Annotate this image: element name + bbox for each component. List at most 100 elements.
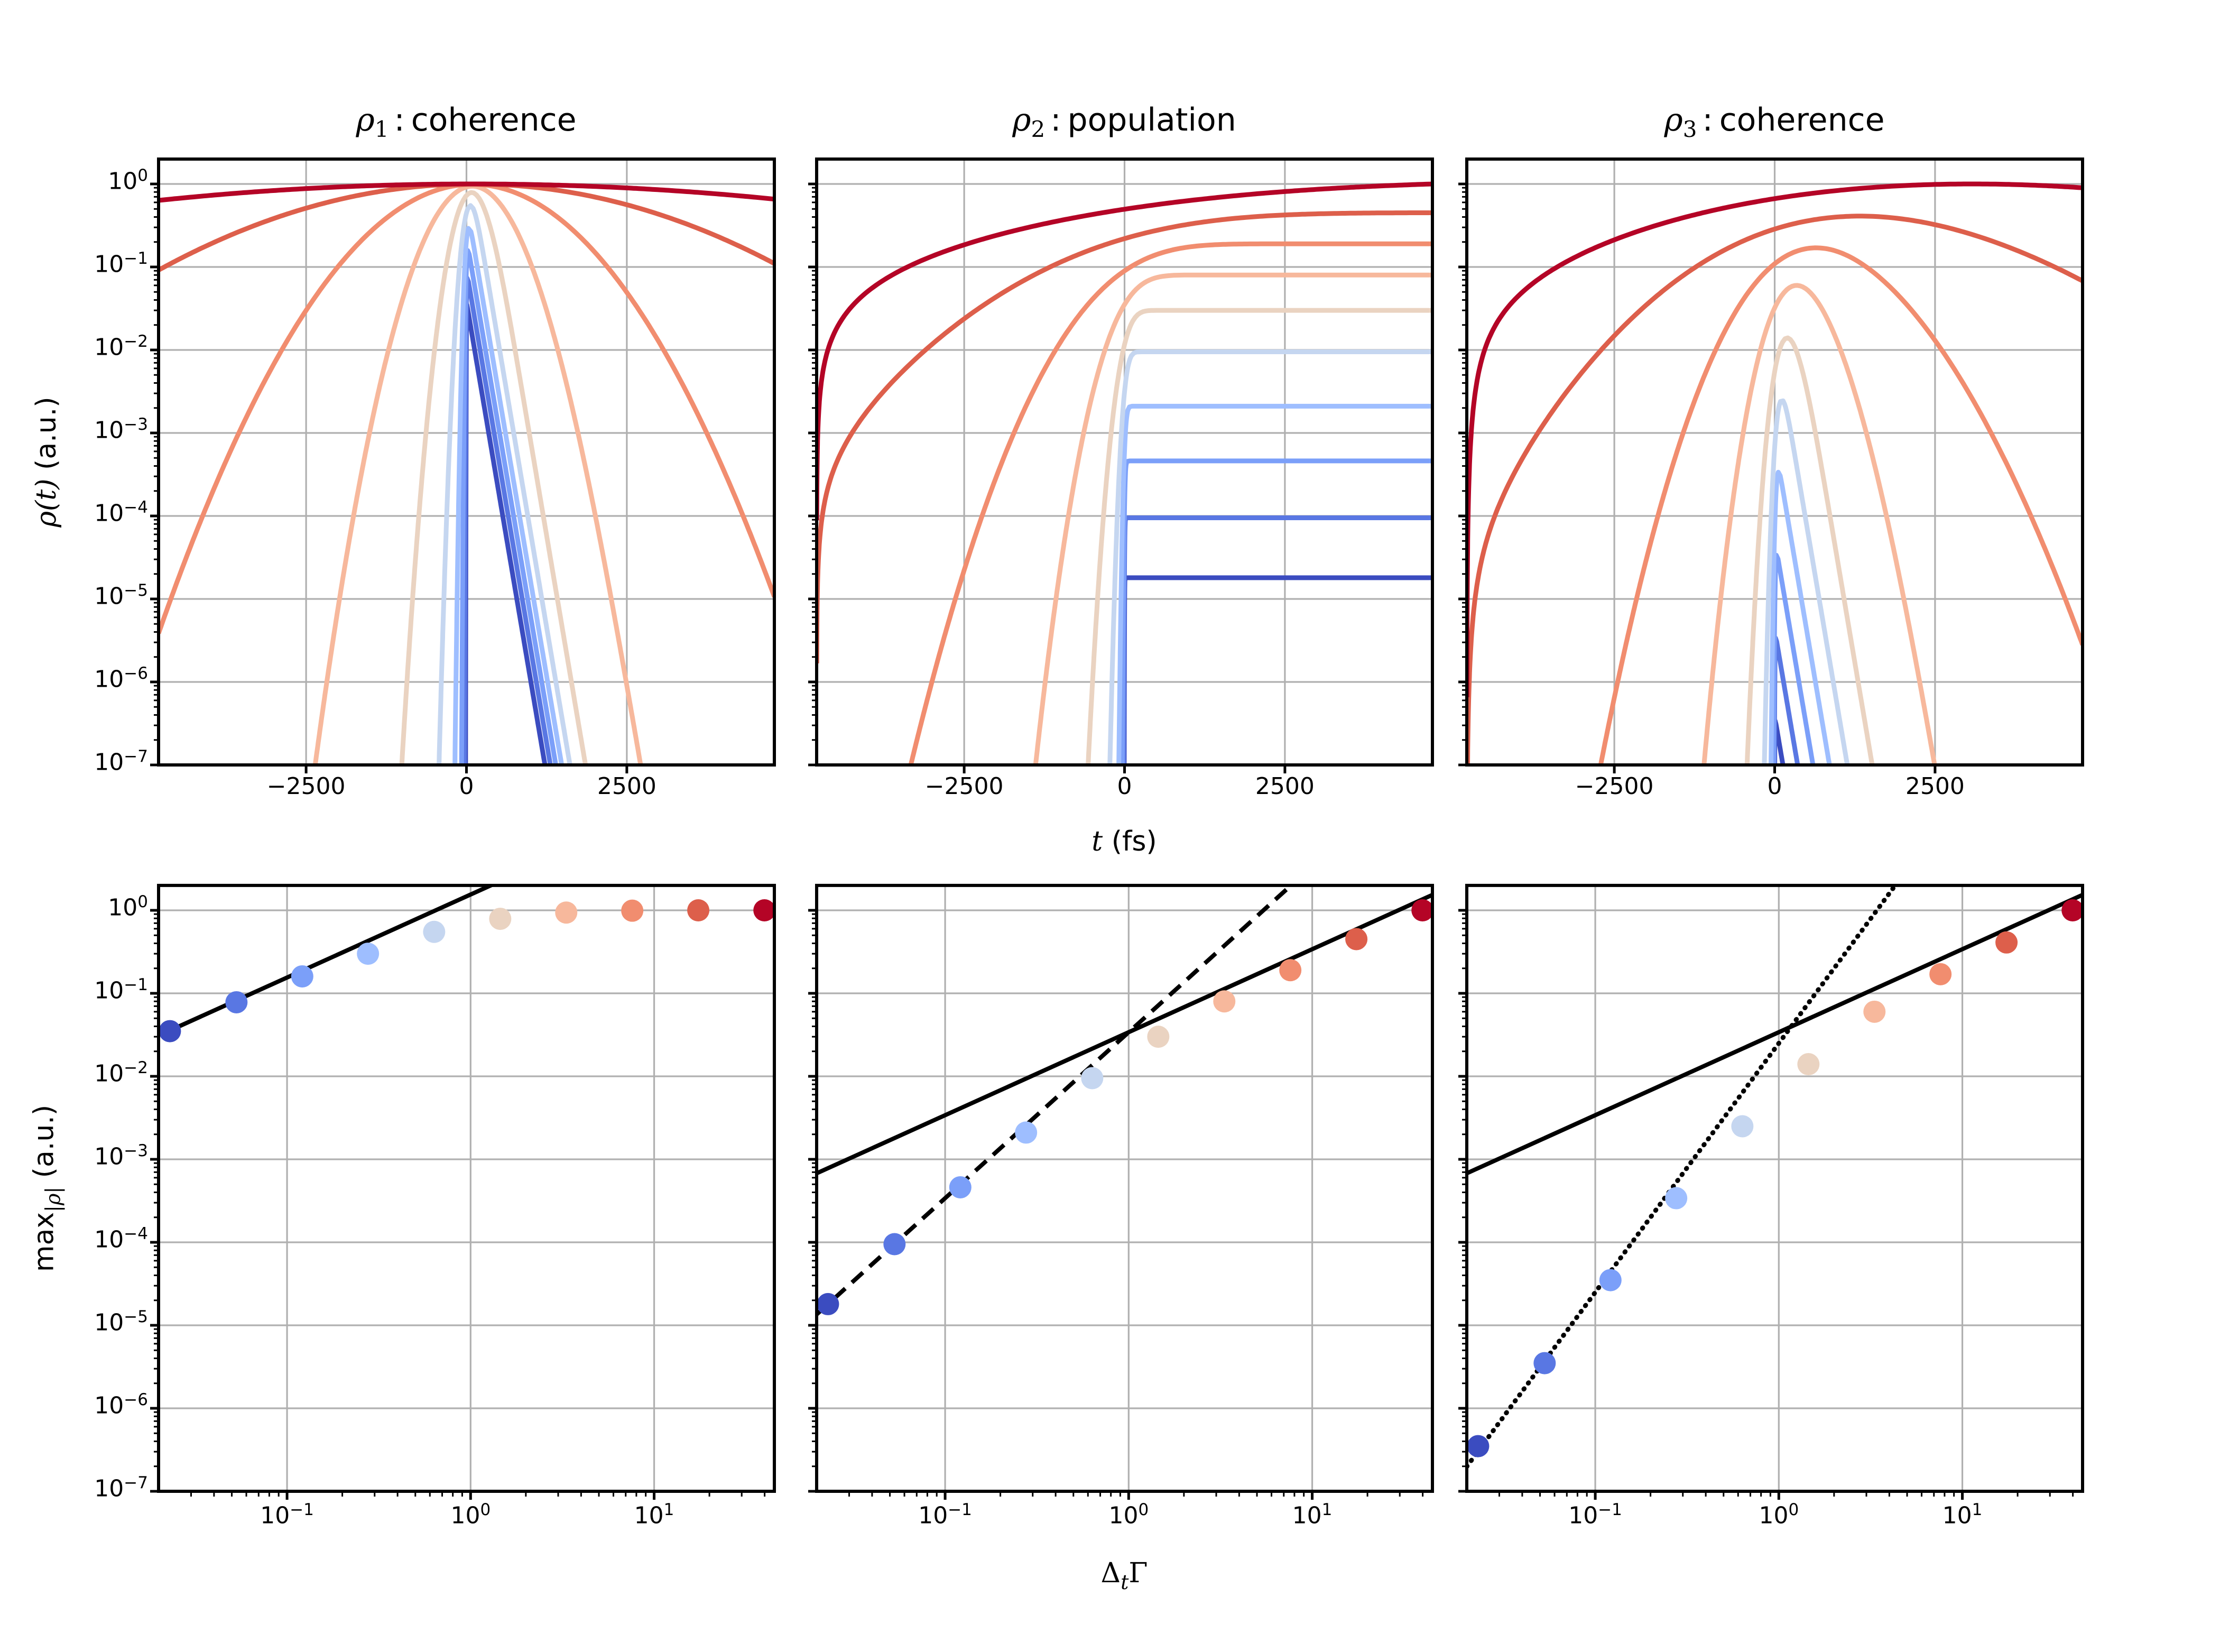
curve-rho3-series-6 [1701,283,1937,765]
scatter-point-rho1-3 [357,943,380,965]
scatter-point-rho2-2 [949,1176,972,1198]
y-tick-label: 10−1 [94,975,148,1004]
x-tick-label: 101 [1942,1500,1983,1529]
curve-rho2-series-1 [1121,515,1432,765]
y-tick-label: 10−7 [94,747,148,776]
panel-scaling-rho3 [1458,883,2084,1500]
y-tick-label: 10−4 [94,498,148,527]
scatter-point-rho1-6 [555,901,578,924]
panel-traces-rho1 [150,157,776,773]
curve-rho1-series-4 [437,203,572,765]
axes-spines [157,157,776,767]
y-tick-label: 100 [108,166,148,195]
scatter-point-rho2-7 [1279,959,1302,982]
x-tick-label: 10−1 [918,1500,972,1529]
axes-spines [815,157,1434,767]
xlabel-units: (fs) [1103,826,1157,857]
rho-symbol: ρ [1664,101,1683,139]
y-tick-label: 10−3 [94,415,148,444]
y-tick-label: 10−2 [94,332,148,361]
y-tick-label: 10−4 [94,1224,148,1253]
x-tick-label: −2500 [1575,773,1654,800]
curve-rho2-series-0 [1122,575,1432,765]
rho-symbol: ρ [356,101,375,139]
curve-rho1-series-0 [463,302,548,765]
scatter-point-rho3-1 [1533,1352,1556,1374]
title-separator: : [1050,101,1061,139]
xlabel-t-sub: t [1121,1571,1129,1594]
curve-rho2-series-4 [1107,349,1432,765]
curve-rho2-series-8 [817,210,1432,663]
title-separator: : [394,101,405,139]
scatter-point-rho3-2 [1599,1269,1622,1291]
scatter-point-rho3-6 [1863,1000,1886,1023]
x-tick-label: 0 [459,773,474,800]
scatter-point-rho3-9 [2061,899,2083,921]
panel3-title: ρ3: coherence [1664,101,1884,142]
rho-subscript: 1 [374,116,389,142]
curve-rho3-series-8 [1467,214,2083,765]
scatter-point-rho2-1 [883,1233,906,1256]
ylabel-units: (a.u.) [28,1104,60,1187]
curve-rho1-series-9 [159,181,774,203]
scatter-point-rho1-5 [489,908,512,930]
curve-rho2-series-5 [1086,308,1432,765]
x-tick-label: 2500 [1255,773,1315,800]
curve-rho1-series-6 [312,183,643,765]
title-separator: : [1702,101,1713,139]
ylabel-rho-sub: |ρ| [41,1186,65,1212]
scatter-point-rho2-9 [1411,899,1432,921]
axes-spines [1465,883,2084,1493]
curve-rho2-series-7 [908,241,1432,765]
scatter-point-rho3-7 [1929,963,1952,985]
y-tick-label: 10−6 [94,1390,148,1419]
y-tick-label: 100 [108,892,148,921]
scatter-point-rho3-3 [1665,1187,1688,1210]
y-tick-label: 10−1 [94,249,148,278]
fit-line-solid [1467,893,2083,1176]
x-tick-label: 10−1 [260,1500,314,1529]
scatter-point-rho2-5 [1147,1026,1170,1048]
curve-rho3-series-4 [1762,398,1850,765]
scatter-point-rho1-9 [753,899,774,921]
x-tick-label: 0 [1117,773,1132,800]
xlabel-t: t [1092,826,1103,857]
curve-rho3-series-5 [1744,335,1875,765]
axes-spines [815,883,1434,1493]
scatter-point-rho2-0 [817,1293,839,1315]
curve-rho2-series-9 [817,181,1432,521]
scatter-point-rho1-7 [621,899,644,922]
title-text: coherence [1719,101,1885,139]
x-tick-label: 101 [1292,1500,1333,1529]
axes-spines [1465,157,2084,767]
x-tick-label: 10−1 [1568,1500,1622,1529]
curve-rho1-series-3 [452,226,565,765]
x-tick-label: −2500 [924,773,1004,800]
panel2-title: ρ2: population [1012,101,1236,142]
x-tick-label: 100 [1759,1500,1799,1529]
curve-rho1-series-5 [399,190,588,765]
ylabel-math: ρ(t) [31,478,62,528]
axes-spines [157,883,776,1493]
x-tick-label: 2500 [597,773,656,800]
scatter-point-rho3-5 [1797,1053,1820,1076]
x-tick-label: −2500 [266,773,346,800]
top-row-xlabel: t (fs) [1092,826,1157,857]
x-tick-label: 101 [634,1500,674,1529]
top-row-ylabel: ρ(t) (a.u.) [31,396,62,527]
xlabel-delta: Δ [1100,1557,1121,1589]
curve-rho3-series-9 [1467,181,2083,697]
ylabel-units: (a.u.) [31,396,62,479]
curve-rho3-series-3 [1769,469,1832,765]
y-tick-label: 10−3 [94,1141,148,1170]
panel-scaling-rho2 [808,883,1434,1500]
curve-rho2-series-6 [1033,272,1432,765]
scatter-point-rho3-0 [1467,1435,1490,1457]
scatter-point-rho2-4 [1081,1067,1104,1090]
scatter-point-rho2-8 [1345,928,1368,950]
panel-scaling-rho1 [150,883,776,1500]
scatter-point-rho1-0 [159,1020,181,1042]
scatter-point-rho1-1 [225,991,248,1013]
title-text: population [1067,101,1236,139]
